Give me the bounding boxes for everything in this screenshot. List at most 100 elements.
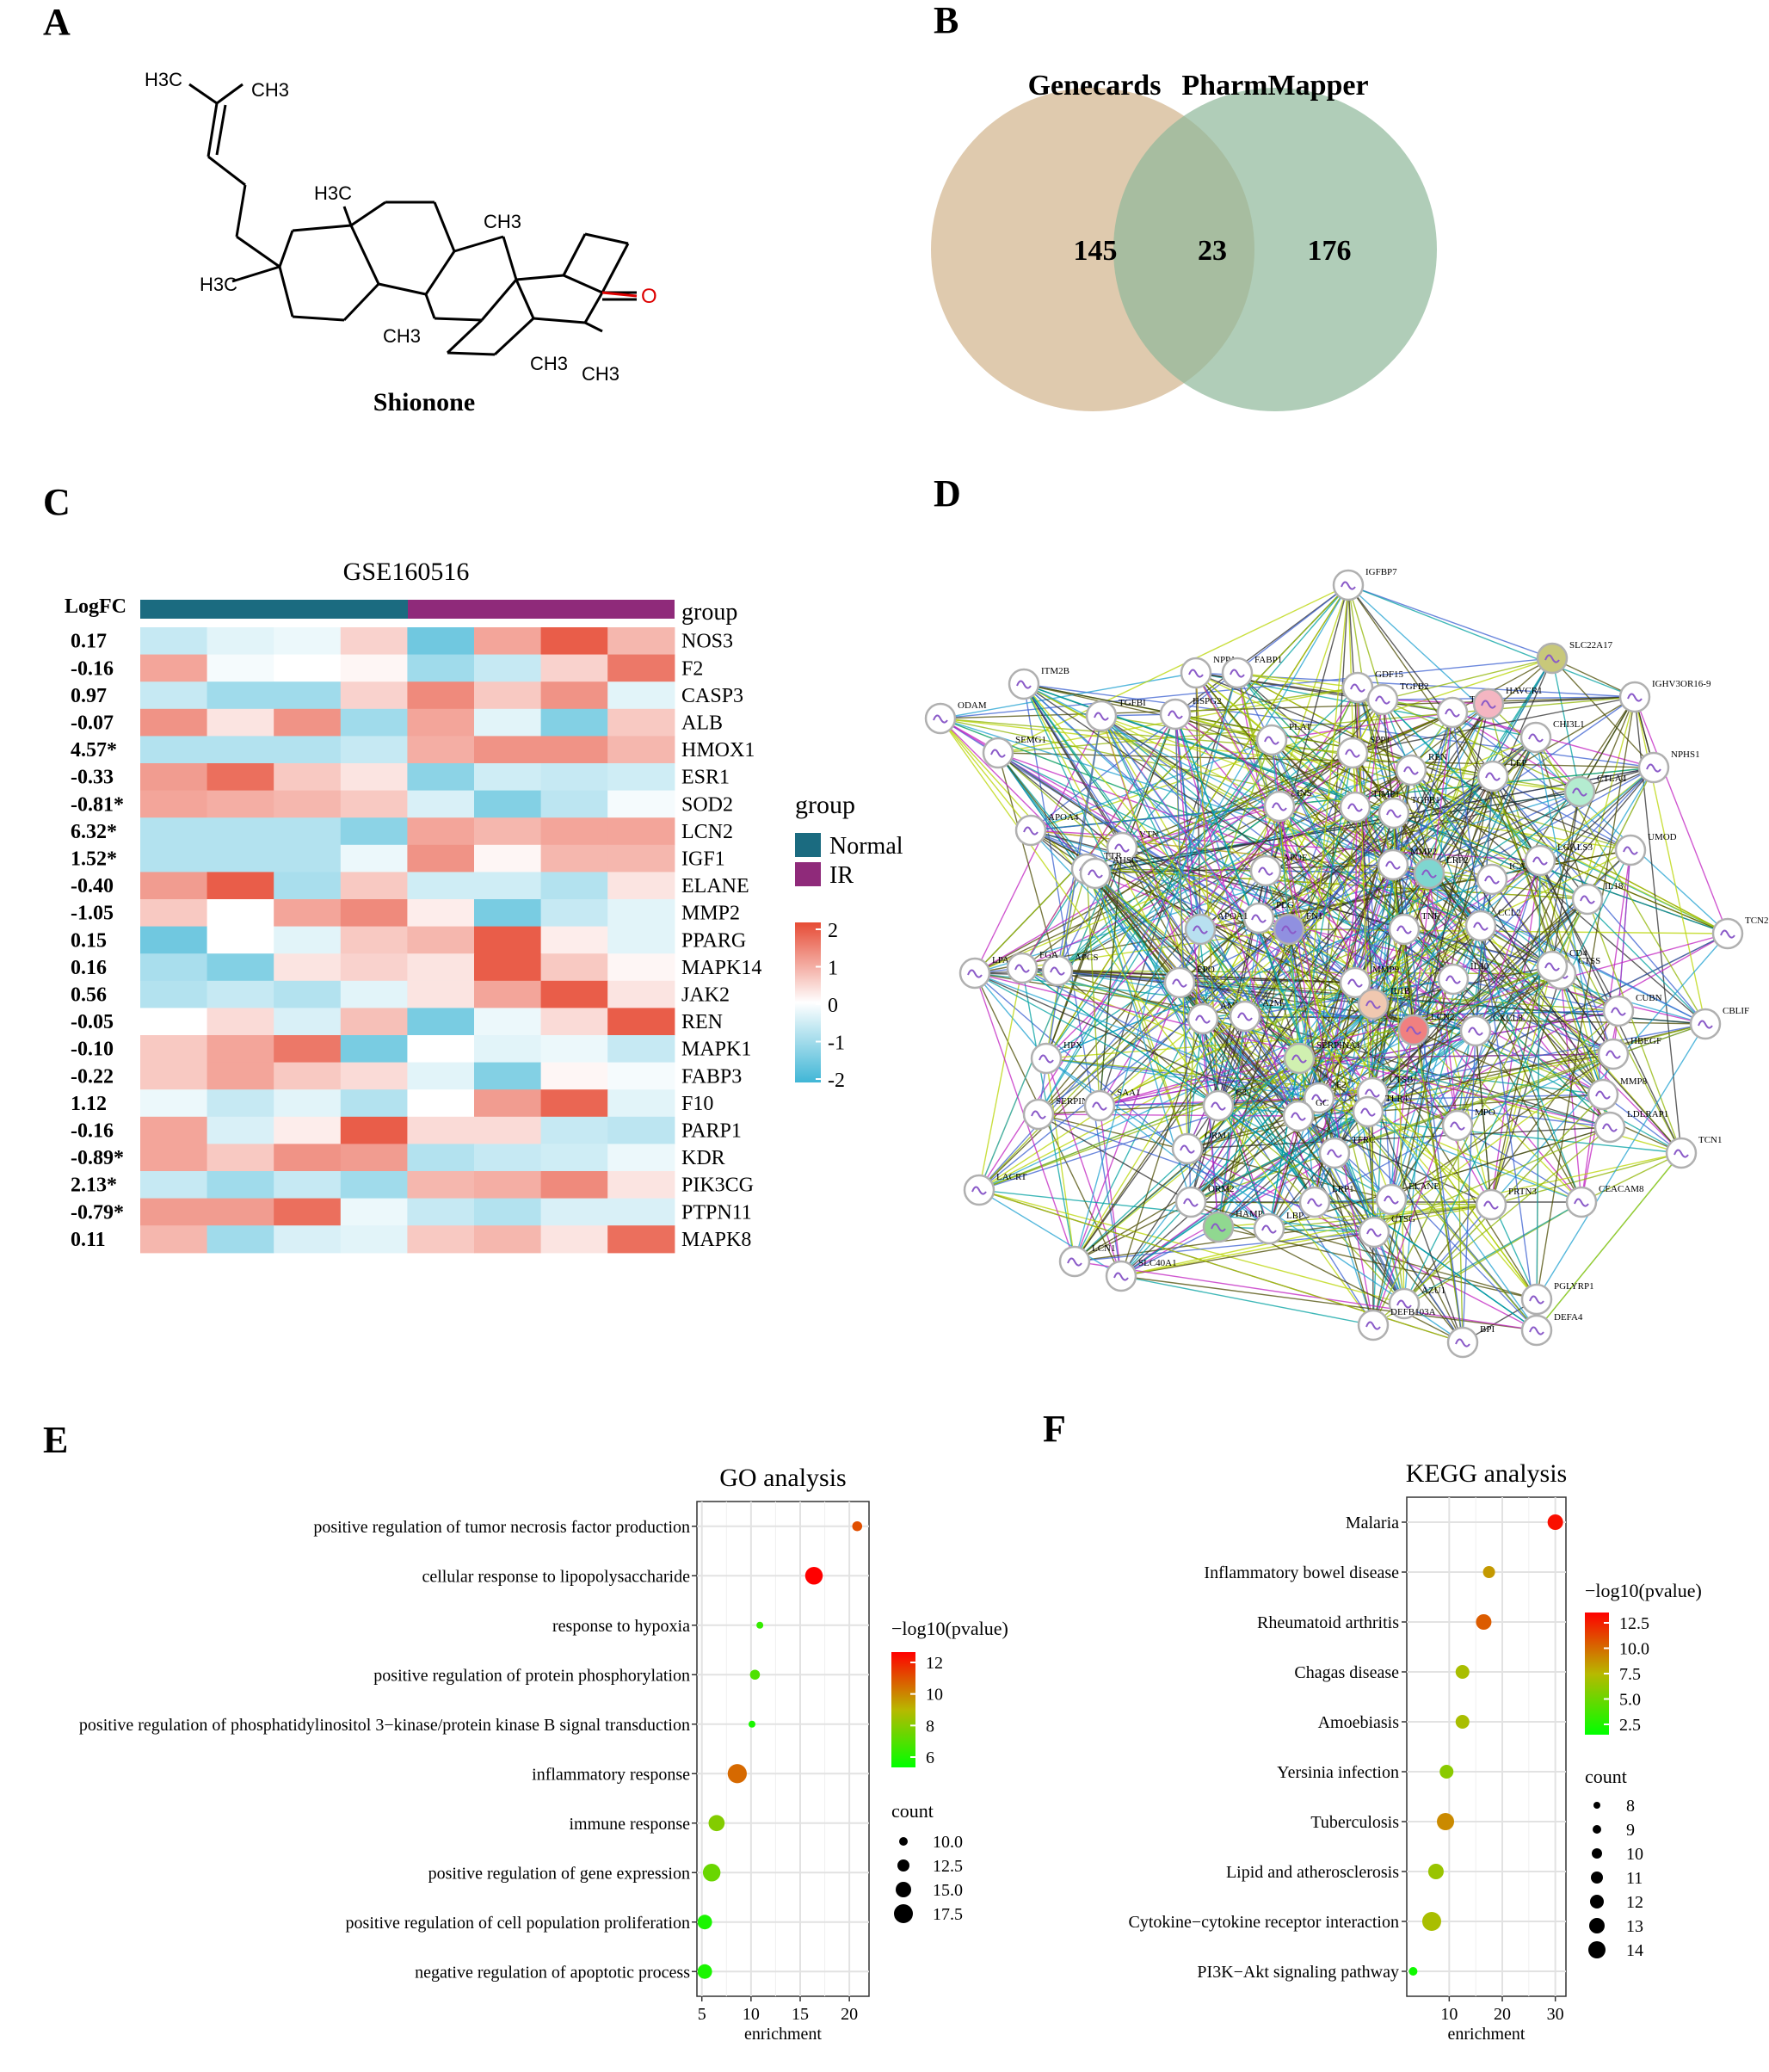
network-node[interactable]: CBLIF xyxy=(1689,1006,1749,1040)
network-node[interactable]: DEFA4 xyxy=(1520,1312,1583,1347)
network-node[interactable]: CTLA4 xyxy=(1563,774,1627,808)
protein-structure-icon xyxy=(1673,1149,1689,1158)
network-node[interactable]: FGA xyxy=(1006,950,1058,984)
network-node[interactable]: TFRC xyxy=(1318,1135,1376,1169)
network-node[interactable]: TCN2 xyxy=(1711,916,1769,950)
network-node[interactable]: HPX xyxy=(1030,1040,1082,1075)
network-node[interactable]: REN xyxy=(1395,752,1447,786)
network-edge xyxy=(1551,791,1581,967)
network-node[interactable]: CTSG xyxy=(1358,1214,1415,1249)
protein-structure-icon xyxy=(1360,1107,1376,1117)
network-node[interactable]: SEMG1 xyxy=(982,735,1046,769)
network-node[interactable]: MMP8 xyxy=(1587,1076,1648,1111)
network-node[interactable]: C3 xyxy=(1202,1088,1247,1122)
network-node[interactable]: ORM1 xyxy=(1171,1131,1231,1165)
network-node[interactable]: BPI xyxy=(1446,1324,1495,1359)
heatmap-cell xyxy=(340,1062,408,1090)
network-node[interactable]: SPP1 xyxy=(1336,735,1390,769)
network-node[interactable]: LCN2 xyxy=(1397,1012,1455,1046)
network-node[interactable]: INS xyxy=(1263,788,1312,823)
network-node[interactable]: HAVCR1 xyxy=(1472,686,1543,720)
network-node[interactable]: LBP xyxy=(1253,1211,1304,1245)
network-node[interactable]: LGALS3 xyxy=(1524,842,1593,877)
network-node[interactable]: LPA xyxy=(958,955,1009,990)
network-node[interactable]: AZU1 xyxy=(1388,1286,1445,1320)
network-node[interactable]: F2 xyxy=(1303,1080,1347,1114)
network-node[interactable]: DEFB103A xyxy=(1357,1307,1436,1341)
network-node[interactable]: TGFB1 xyxy=(1378,795,1440,829)
network-node[interactable]: CCL2 xyxy=(1464,908,1521,942)
network-node[interactable]: LRP2 xyxy=(1413,855,1469,890)
network-node[interactable]: TCN1 xyxy=(1665,1135,1723,1169)
network-node[interactable]: SLC40A1 xyxy=(1105,1258,1177,1292)
network-node[interactable]: MMP9 xyxy=(1339,965,1400,999)
network-node[interactable]: APOA1 xyxy=(1184,911,1248,946)
network-node[interactable]: TGFBI xyxy=(1085,698,1146,732)
network-node[interactable]: ICAM1 xyxy=(1476,861,1538,896)
network-node[interactable]: IGFBP7 xyxy=(1332,567,1397,601)
network-node[interactable]: UMOD xyxy=(1614,832,1677,866)
network-edge xyxy=(974,972,1047,1059)
network-node[interactable]: APCS xyxy=(1041,953,1099,987)
network-node[interactable]: APOE xyxy=(1249,853,1308,887)
shionone-skeleton xyxy=(188,83,637,356)
network-node[interactable]: NPHS1 xyxy=(1637,749,1700,784)
network-node[interactable]: CHI3L1 xyxy=(1519,719,1585,754)
network-node[interactable]: MPO xyxy=(1441,1107,1495,1142)
network-node[interactable]: LRP1 xyxy=(1298,1184,1354,1218)
network-node[interactable]: PLG xyxy=(1242,900,1294,934)
network-node[interactable]: IL18 xyxy=(1571,881,1624,916)
network-node-label: C3 xyxy=(1236,1088,1247,1098)
scale-tick-label: -1 xyxy=(828,1033,845,1055)
network-node[interactable]: ODAM xyxy=(924,700,987,735)
network-node[interactable]: CEACAM8 xyxy=(1565,1184,1644,1218)
network-edge xyxy=(1021,967,1611,1128)
network-node[interactable]: FN1 xyxy=(1273,911,1323,946)
network-node[interactable]: TLR4 xyxy=(1352,1094,1408,1128)
network-node[interactable]: LACRT xyxy=(963,1172,1027,1206)
network-node[interactable]: LEP xyxy=(1476,758,1527,792)
network-node[interactable]: SERPINA1 xyxy=(1283,1040,1360,1075)
network-node[interactable]: CD4 xyxy=(1536,948,1587,983)
network-edge xyxy=(1347,584,1553,659)
network-node[interactable]: SLC22A17 xyxy=(1536,640,1613,675)
network-node[interactable]: ITM2B xyxy=(1008,666,1069,700)
network-node[interactable]: PRTN3 xyxy=(1475,1187,1537,1221)
network-edge xyxy=(1490,791,1581,1206)
network-edge xyxy=(1536,860,1541,1300)
network-node[interactable]: SAA1 xyxy=(1083,1088,1141,1122)
network-node[interactable]: HBEGF xyxy=(1597,1036,1661,1070)
network-node-label: TFRC xyxy=(1352,1135,1376,1145)
network-node[interactable]: FABP1 xyxy=(1221,655,1282,689)
network-node[interactable]: HSPG2 xyxy=(1159,696,1222,731)
network-node[interactable]: TGFB2 xyxy=(1366,681,1429,716)
protein-structure-icon xyxy=(1574,1198,1589,1207)
network-node[interactable]: LDLRAP1 xyxy=(1593,1109,1668,1144)
network-edge xyxy=(1413,1029,1682,1154)
network-node[interactable]: GC xyxy=(1282,1098,1328,1132)
network-node[interactable]: PGLYRP1 xyxy=(1520,1281,1594,1316)
logfc-value: 0.11 xyxy=(71,1229,106,1251)
network-node[interactable]: PLAT xyxy=(1255,722,1312,756)
network-node[interactable]: GDF15 xyxy=(1341,669,1404,704)
network-node[interactable]: IL10 xyxy=(1437,961,1489,996)
network-node[interactable]: APOA4 xyxy=(1014,812,1079,847)
network-node[interactable]: A2M xyxy=(1229,998,1282,1033)
network-node[interactable]: AHSG xyxy=(1079,855,1138,890)
network-node[interactable]: CXCL8 xyxy=(1459,1013,1523,1047)
network-node[interactable]: IL1B xyxy=(1357,986,1410,1021)
network-node[interactable]: ORM2 xyxy=(1174,1184,1235,1218)
network-node[interactable]: EPO xyxy=(1163,965,1215,999)
network-node[interactable]: IGHV3OR16-9 xyxy=(1618,679,1711,713)
network-node[interactable]: MMP2 xyxy=(1377,847,1437,881)
network-node[interactable]: HAMP xyxy=(1202,1209,1263,1243)
network-node[interactable]: ELANE xyxy=(1375,1181,1439,1216)
network-node[interactable]: CUBN xyxy=(1602,993,1662,1027)
network-node-label: APCS xyxy=(1075,953,1099,963)
network-node[interactable]: TIMP1 xyxy=(1339,789,1400,823)
network-node[interactable]: TNF xyxy=(1388,911,1439,946)
size-legend-label: 15.0 xyxy=(933,1881,963,1900)
network-edge xyxy=(1367,1023,1706,1113)
network-node[interactable]: LCN1 xyxy=(1058,1243,1116,1278)
network-node[interactable]: VTN xyxy=(1106,829,1159,864)
